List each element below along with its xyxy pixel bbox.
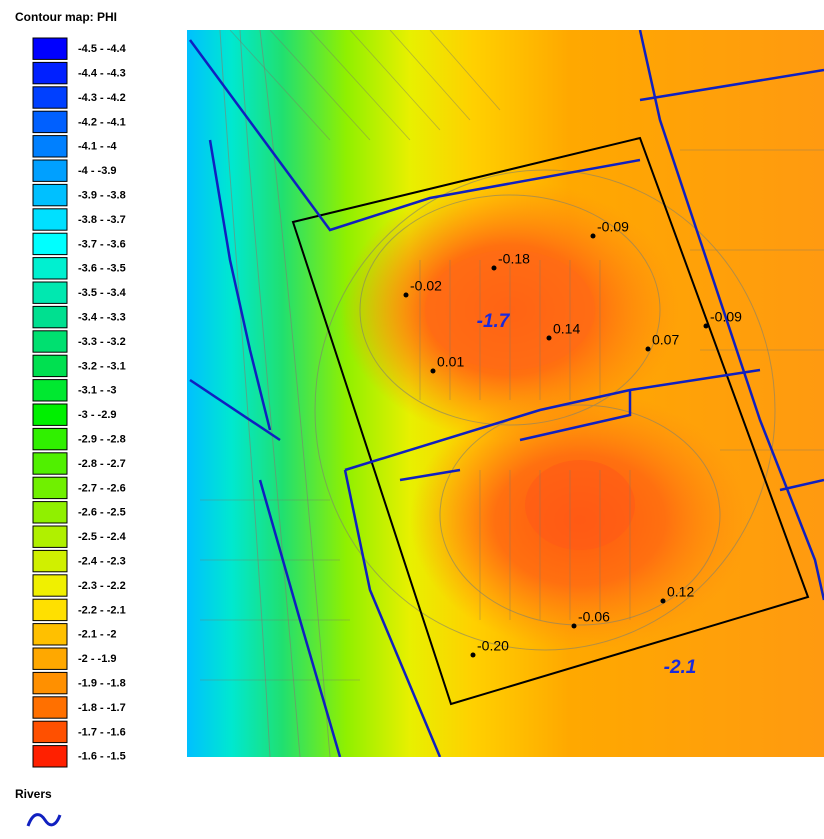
legend-label: -2.6 - -2.5 [78, 507, 126, 519]
legend-label: -2.8 - -2.7 [78, 458, 126, 470]
legend-label: -4 - -3.9 [78, 165, 117, 177]
legend-label: -2.1 - -2 [78, 629, 117, 641]
legend-swatch [33, 672, 67, 693]
legend-label: -2.2 - -2.1 [78, 604, 126, 616]
contour [525, 460, 635, 550]
point [704, 324, 709, 329]
legend-swatch [33, 209, 67, 230]
rivers-legend-title: Rivers [15, 787, 52, 801]
legend-swatch [33, 477, 67, 498]
legend-label: -3.8 - -3.7 [78, 214, 126, 226]
legend-label: -4.4 - -4.3 [78, 68, 126, 80]
legend-swatch [33, 502, 67, 523]
point [661, 599, 666, 604]
legend-label: -4.5 - -4.4 [78, 43, 127, 55]
legend-label: -2.9 - -2.8 [78, 434, 126, 446]
legend-label: -3.1 - -3 [78, 385, 117, 397]
legend-label: -4.3 - -4.2 [78, 92, 126, 104]
legend-label: -1.7 - -1.6 [78, 726, 126, 738]
legend-label: -3.3 - -3.2 [78, 336, 126, 348]
legend-label: -3.4 - -3.3 [78, 312, 126, 324]
legend-label: -3.5 - -3.4 [78, 287, 127, 299]
legend-swatch [33, 648, 67, 669]
legend-label: -2 - -1.9 [78, 653, 117, 665]
legend-swatch [33, 721, 67, 742]
legend-swatch [33, 575, 67, 596]
legend-label: -2.3 - -2.2 [78, 580, 126, 592]
legend-swatch [33, 453, 67, 474]
legend-swatch [33, 355, 67, 376]
point [471, 653, 476, 658]
legend-swatch [33, 160, 67, 181]
legend-label: -1.8 - -1.7 [78, 702, 126, 714]
legend-label: -3 - -2.9 [78, 409, 117, 421]
legend-swatch [33, 697, 67, 718]
legend-label: -4.2 - -4.1 [78, 116, 126, 128]
legend-label: -2.4 - -2.3 [78, 556, 126, 568]
legend-swatch [33, 258, 67, 279]
screen: Contour map: PHI -4.5 - -4.4-4.4 - -4.3-… [0, 0, 824, 834]
contour-label: -1.7 [477, 311, 511, 332]
point-label: 0.07 [652, 332, 679, 348]
legend-swatch [33, 87, 67, 108]
legend-label: -1.6 - -1.5 [78, 751, 126, 763]
legend-label: -1.9 - -1.8 [78, 678, 126, 690]
point [646, 347, 651, 352]
legend-swatch [33, 62, 67, 83]
legend-label: -4.1 - -4 [78, 141, 117, 153]
legend-swatch [33, 136, 67, 157]
point-label: -0.02 [410, 278, 442, 294]
legend-swatch [33, 282, 67, 303]
legend-swatch [33, 111, 67, 132]
legend-swatch [33, 233, 67, 254]
legend-label: -2.5 - -2.4 [78, 531, 127, 543]
river-symbol [28, 815, 60, 826]
legend-swatch [33, 404, 67, 425]
map: -0.09 -0.18 -0.02 0.14 0.07 -0.09 0.01 0.12 -0.0… [187, 30, 824, 757]
point-label: -0.09 [597, 219, 629, 235]
point [404, 293, 409, 298]
point-label: -0.09 [710, 309, 742, 325]
legend: -4.5 - -4.4 -4.4 - -4.3 -4.3 - -4.2 -4.2 - … [33, 38, 127, 767]
point-label: -0.18 [498, 251, 530, 267]
legend-swatch [33, 624, 67, 645]
legend-swatch [33, 38, 67, 59]
point-label: 0.01 [437, 354, 464, 370]
legend-label: -3.2 - -3.1 [78, 360, 126, 372]
point-label: 0.12 [667, 584, 694, 600]
point [572, 624, 577, 629]
point [492, 266, 497, 271]
legend-label: -3.6 - -3.5 [78, 263, 126, 275]
legend-swatch [33, 306, 67, 327]
point-label: -0.06 [578, 609, 610, 625]
legend-swatch [33, 746, 67, 767]
page: Contour map: PHI -4.5 - -4.4-4.4 - -4.3-… [0, 0, 824, 834]
point-label: -0.20 [477, 638, 509, 654]
point [591, 234, 596, 239]
legend-label: -2.7 - -2.6 [78, 482, 126, 494]
legend-swatch [33, 526, 67, 547]
point [431, 369, 436, 374]
legend-swatch [33, 380, 67, 401]
legend-swatch [33, 428, 67, 449]
legend-swatch [33, 184, 67, 205]
contour-label: -2.1 [664, 657, 697, 678]
legend-title: Contour map: PHI [15, 10, 117, 24]
legend-swatch [33, 331, 67, 352]
point-label: 0.14 [553, 321, 580, 337]
legend-swatch [33, 550, 67, 571]
legend-swatch [33, 599, 67, 620]
point [547, 336, 552, 341]
legend-label: -3.9 - -3.8 [78, 190, 126, 202]
legend-label: -3.7 - -3.6 [78, 238, 126, 250]
